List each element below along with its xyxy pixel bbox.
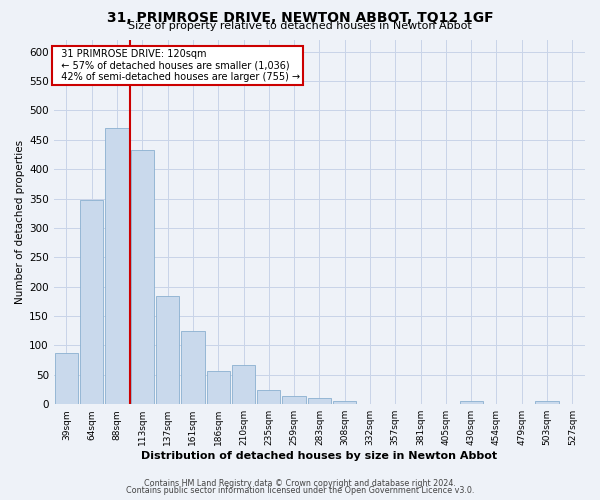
Bar [80, 200, 103, 404]
Bar [106, 128, 128, 404]
Bar [333, 400, 356, 404]
Bar [460, 402, 483, 404]
Bar [156, 296, 179, 404]
Bar [232, 365, 255, 404]
Bar [181, 332, 205, 404]
Bar [257, 390, 280, 404]
Text: 31 PRIMROSE DRIVE: 120sqm
  ← 57% of detached houses are smaller (1,036)
  42% o: 31 PRIMROSE DRIVE: 120sqm ← 57% of detac… [55, 49, 300, 82]
Text: 31, PRIMROSE DRIVE, NEWTON ABBOT, TQ12 1GF: 31, PRIMROSE DRIVE, NEWTON ABBOT, TQ12 1… [107, 11, 493, 25]
Y-axis label: Number of detached properties: Number of detached properties [15, 140, 25, 304]
Bar [283, 396, 306, 404]
Text: Size of property relative to detached houses in Newton Abbot: Size of property relative to detached ho… [128, 21, 472, 31]
Bar [308, 398, 331, 404]
Bar [55, 352, 78, 404]
Bar [131, 150, 154, 404]
Bar [206, 370, 230, 404]
X-axis label: Distribution of detached houses by size in Newton Abbot: Distribution of detached houses by size … [142, 451, 497, 461]
Text: Contains public sector information licensed under the Open Government Licence v3: Contains public sector information licen… [126, 486, 474, 495]
Text: Contains HM Land Registry data © Crown copyright and database right 2024.: Contains HM Land Registry data © Crown c… [144, 479, 456, 488]
Bar [535, 402, 559, 404]
